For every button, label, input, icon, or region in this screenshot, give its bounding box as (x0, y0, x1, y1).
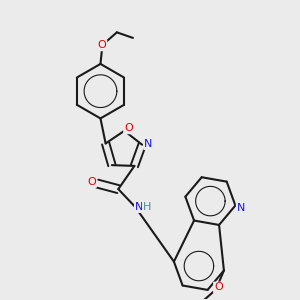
Text: O: O (214, 283, 223, 292)
Text: H: H (143, 202, 151, 212)
Text: N: N (135, 202, 143, 212)
Text: O: O (124, 123, 133, 133)
Text: O: O (98, 40, 106, 50)
Text: O: O (87, 177, 96, 187)
Text: N: N (237, 203, 245, 213)
Text: N: N (144, 139, 152, 149)
